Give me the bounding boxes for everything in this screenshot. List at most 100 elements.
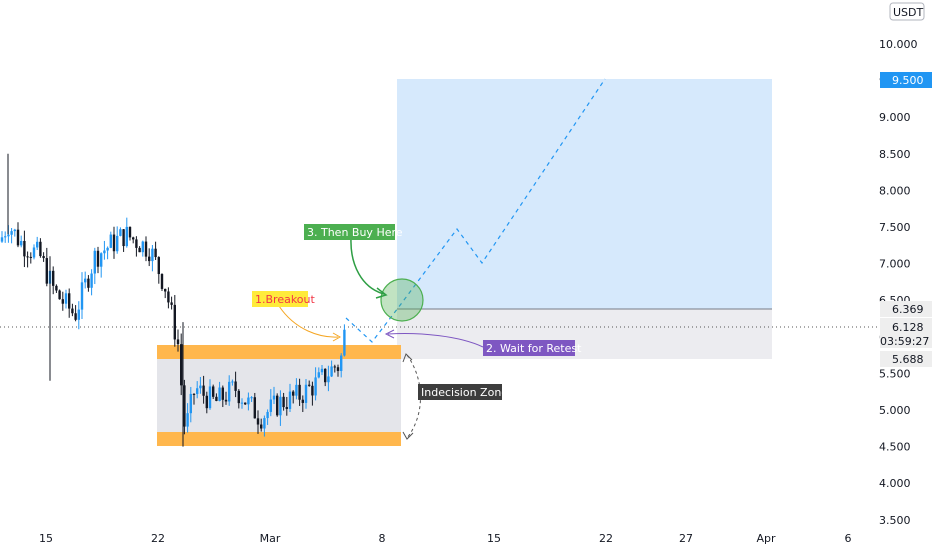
time-tick-label: Mar (260, 532, 281, 545)
profit-zone (397, 79, 772, 309)
svg-text:3. Then Buy Here: 3. Then Buy Here (307, 226, 403, 239)
candle-body (68, 293, 71, 309)
candle-body (317, 372, 320, 378)
candle-body (288, 391, 292, 409)
time-tick-label: Apr (756, 532, 776, 545)
price-tick-label: 3.500 (879, 514, 911, 527)
svg-text:2. Wait for Retest: 2. Wait for Retest (486, 342, 582, 355)
candle-body (170, 302, 173, 305)
current-price-label: 6.128 03:59:27 (880, 318, 932, 348)
price-axis[interactable]: 10.0009.5009.0008.5008.0007.5007.0006.50… (879, 38, 918, 527)
candle-body (58, 290, 61, 300)
candle-body (74, 313, 77, 320)
buy-label[interactable]: 3. Then Buy Here (304, 224, 403, 240)
resistance-zone (157, 345, 401, 359)
price-tick-label: 5.500 (879, 367, 911, 380)
loss-zone (397, 309, 772, 359)
candle-body (333, 366, 336, 368)
candle-body (269, 399, 272, 412)
candle-body (218, 387, 221, 401)
time-tick-label: 6 (845, 532, 852, 545)
candle-body (208, 386, 212, 409)
svg-text:6.128: 6.128 (892, 321, 924, 334)
candle-body (186, 413, 189, 427)
candle-body (87, 278, 90, 288)
candle-body (0, 237, 4, 242)
candle-body (80, 282, 84, 310)
candle-body (205, 395, 208, 409)
candle-body (215, 396, 218, 401)
stop-price-label: 5.688 (880, 351, 932, 367)
price-tick-label: 8.000 (879, 184, 911, 197)
candle-body (199, 385, 202, 389)
candle-body (112, 234, 116, 252)
candle-body (42, 256, 45, 259)
currency-badge[interactable]: USDT (889, 2, 925, 21)
candle-body (122, 229, 125, 247)
candle-body (116, 235, 119, 252)
candle-body (311, 385, 314, 396)
candle-body (23, 240, 26, 257)
entry-price-label: 6.369 (880, 301, 932, 317)
breakout-label[interactable]: 1.Breakout (252, 291, 316, 307)
target-price-label: 9.500 (880, 72, 932, 88)
time-axis[interactable]: 15 22 Mar 8 15 22 27 Apr 6 (39, 532, 852, 545)
time-tick-label: 15 (487, 532, 501, 545)
candle-body (45, 258, 48, 284)
indecision-label[interactable]: Indecision Zone (418, 384, 508, 400)
svg-text:USDT: USDT (893, 6, 924, 19)
price-tick-label: 5.000 (879, 404, 911, 417)
candle-body (128, 226, 132, 238)
candle-body (260, 424, 263, 429)
candle-body (157, 257, 160, 275)
candle-body (71, 308, 74, 314)
candle-body (292, 391, 295, 396)
candle-body (93, 250, 96, 274)
candle-body (125, 226, 128, 247)
time-tick-label: 15 (39, 532, 53, 545)
candle-body (180, 344, 183, 386)
price-tick-label: 10.000 (879, 38, 918, 51)
retest-arrow (387, 333, 484, 348)
candle-body (202, 385, 205, 396)
candle-body (144, 241, 148, 257)
candle-body (298, 384, 301, 400)
candle-body (138, 247, 141, 253)
price-tick-label: 8.500 (879, 148, 911, 161)
candle-body (247, 397, 250, 405)
candle-body (295, 384, 298, 396)
candle-body (189, 393, 192, 414)
candle-body (135, 239, 138, 248)
countdown: 03:59:27 (880, 335, 929, 348)
candle-body (4, 236, 7, 238)
candle-body (164, 288, 167, 292)
retest-label[interactable]: 2. Wait for Retest (483, 340, 582, 356)
candle-body (263, 418, 266, 429)
candle-body (141, 241, 144, 253)
candle-body (109, 234, 112, 248)
candle-body (77, 309, 80, 320)
candle-body (39, 241, 42, 257)
time-tick-label: 27 (679, 532, 693, 545)
candle-body (20, 240, 23, 246)
time-tick-label: 22 (599, 532, 613, 545)
candle-body (324, 368, 327, 383)
svg-text:6.369: 6.369 (892, 303, 924, 316)
candle-body (282, 396, 285, 408)
candle-body (301, 399, 304, 403)
candle-body (224, 399, 228, 402)
price-tick-label: 9.000 (879, 111, 911, 124)
retest-arrowhead (384, 329, 395, 339)
candle-body (256, 418, 260, 425)
support-zone (157, 432, 401, 446)
candle-body (16, 229, 20, 246)
candle-body (336, 367, 340, 371)
candle-body (343, 329, 346, 356)
candle-body (196, 388, 199, 394)
indecision-arrowhead-top (402, 353, 413, 363)
candle-body (132, 237, 135, 240)
candle-body (55, 285, 58, 291)
candle-body (250, 397, 253, 399)
